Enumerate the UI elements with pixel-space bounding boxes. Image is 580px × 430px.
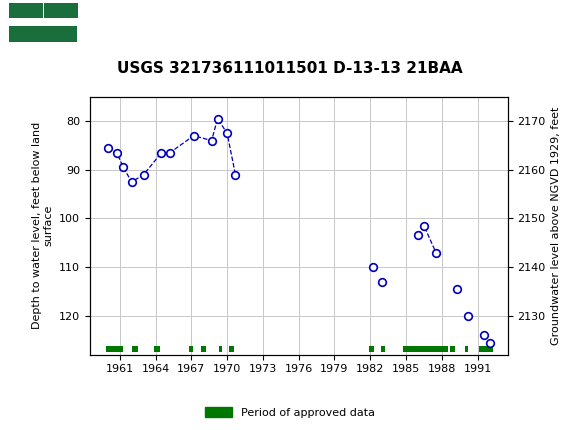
- Text: USGS: USGS: [87, 16, 142, 34]
- Bar: [9, 26, 77, 42]
- Legend: Period of approved data: Period of approved data: [200, 403, 380, 422]
- Bar: [132, 346, 137, 352]
- Bar: [403, 346, 448, 352]
- Bar: [189, 346, 193, 352]
- Bar: [479, 346, 493, 352]
- Bar: [465, 346, 468, 352]
- Bar: [201, 346, 206, 352]
- Y-axis label: Groundwater level above NGVD 1929, feet: Groundwater level above NGVD 1929, feet: [551, 107, 561, 345]
- Bar: [44, 3, 78, 18]
- Text: USGS 321736111011501 D-13-13 21BAA: USGS 321736111011501 D-13-13 21BAA: [117, 61, 463, 76]
- Bar: [9, 3, 43, 18]
- Bar: [154, 346, 160, 352]
- Bar: [106, 346, 124, 352]
- Bar: [219, 346, 222, 352]
- Bar: [230, 346, 234, 352]
- Bar: [381, 346, 385, 352]
- Bar: [6, 4, 81, 46]
- Bar: [450, 346, 455, 352]
- Bar: [369, 346, 374, 352]
- Y-axis label: Depth to water level, feet below land
surface: Depth to water level, feet below land su…: [32, 122, 53, 329]
